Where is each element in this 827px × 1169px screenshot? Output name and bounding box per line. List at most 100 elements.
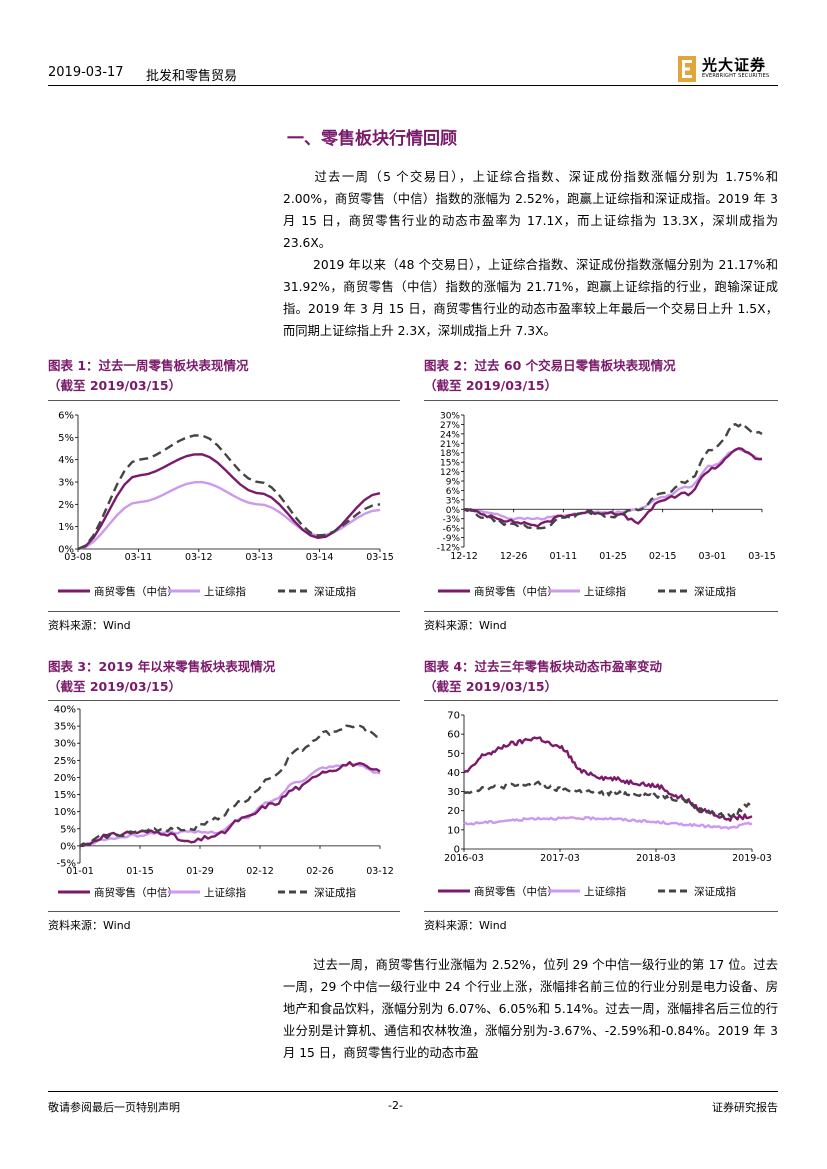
chart-y-tick-label: 0% [58,545,74,556]
chart-y-tick-label: 5% [60,824,76,835]
chart-legend-label: 商贸零售（中信） [474,885,558,898]
paragraph-weekly: 过去一周（5 个交易日），上证综合指数、深证成份指数涨幅分别为 1.75%和 2… [283,166,778,254]
chart-y-tick-label: 0% [446,506,461,516]
chart-legend-label: 商贸零售（中信） [474,585,558,598]
chart1-source: 资料来源：Wind [48,619,131,632]
chart-y-tick-label: -9% [442,534,460,544]
company-logo: 光大证券 EVERBRIGHT SECURITIES [678,54,778,84]
chart-y-tick-label: 30 [447,787,460,798]
chart-y-tick-label: 30% [440,412,460,422]
chart-legend-label: 上证综指 [204,585,246,598]
chart-y-tick-label: 4% [58,455,74,466]
chart3-title-block: 图表 3：2019 年以来零售板块表现情况 （截至 2019/03/15） [48,657,275,697]
chart2-svg: -12%-9%-6%-3%0%3%6%9%12%15%18%21%24%27%3… [437,412,776,599]
chart-x-tick-label: 12-12 [450,551,478,562]
chart-series-line [77,480,381,551]
chart-y-tick-label: 25% [54,756,76,767]
chart3-svg: -5% 0% 5% 10% 15% 20% 25% 30% 35% 40% 01-01 01-15 01… [54,705,394,900]
chart-y-tick-label: 9% [446,478,461,488]
chart-series-line [463,780,753,819]
chart-y-tick-label: 30% [54,739,76,750]
chart-y-tick-label: 40% [54,705,76,716]
chart-y-tick-label: 10% [54,807,76,818]
chart-legend-label: 商贸零售（中信） [94,886,178,899]
page-number: -2- [388,1099,403,1112]
chart-x-tick-label: 01-11 [550,551,578,562]
chart-series-line [79,724,381,847]
chart4-title-block: 图表 4：过去三年零售板块动态市盈率变动 （截至 2019/03/15） [424,657,662,697]
chart-y-tick-label: 3% [58,478,74,489]
chart-y-tick-label: 60 [447,730,460,741]
chart-y-tick-label: 2% [58,500,74,511]
chart-x-tick-label: 03-11 [125,552,153,563]
chart-series-line [77,434,381,551]
report-date: 2019-03-17 [48,65,124,80]
chart3-subtitle: （截至 2019/03/15） [48,679,182,694]
chart-y-tick-label: 15% [54,790,76,801]
chart-x-tick-label: 03-12 [366,866,394,877]
chart-x-tick-label: 03-13 [245,552,273,563]
chart-y-tick-label: 0% [60,841,76,852]
chart-legend-label: 深证成指 [314,585,356,598]
chart-y-tick-label: 6% [58,411,74,422]
chart-y-tick-label: 15% [440,459,460,469]
chart-x-tick-label: 03-15 [748,551,776,562]
paragraph-industry: 过去一周，商贸零售行业涨幅为 2.52%，位列 29 个中信一级行业的第 17 … [283,954,778,1064]
paragraph-weekly-text: 过去一周（5 个交易日），上证综合指数、深证成份指数涨幅分别为 1.75%和 2… [283,170,778,250]
chart-x-tick-label: 2017-03 [540,853,580,864]
chart3-source: 资料来源：Wind [48,919,131,932]
page-footer: 敬请参阅最后一页特别声明 -2- 证券研究报告 [48,1091,778,1121]
chart-x-tick-label: 02-26 [306,866,334,877]
chart-x-tick-label: 02-15 [649,551,677,562]
chart4-title: 图表 4：过去三年零售板块动态市盈率变动 [424,659,663,674]
chart-y-tick-label: -3% [442,515,460,525]
chart2-title-block: 图表 2：过去 60 个交易日零售板块表现情况 （截至 2019/03/15） [424,356,676,396]
chart-x-tick-label: 01-25 [599,551,627,562]
chart-y-tick-label: 1% [58,522,74,533]
chart2-box: -12% -9% -6% -3% 0% 3% 6% 9% 12% 15% 18% 21% 24% 27% 3… [424,400,778,612]
chart4-box: 0 10 20 30 40 50 60 70 2016-03 2017-03 2018-03 2019… [424,700,778,912]
chart-y-tick-label: 20% [54,773,76,784]
chart-x-tick-label: 01-01 [66,866,94,877]
chart-series-line [463,816,753,830]
chart-y-tick-label: 18% [440,449,460,459]
footer-disclaimer: 敬请参阅最后一页特别声明 [48,1101,180,1114]
chart-x-tick-label: 03-14 [306,552,334,563]
chart-x-tick-label: 12-26 [500,551,528,562]
chart-y-tick-label: 24% [440,430,460,440]
chart-series-line [79,760,381,848]
chart-series-line [79,762,381,848]
chart-x-tick-label: 01-15 [126,866,154,877]
chart-x-tick-label: 2018-03 [636,853,676,864]
chart1-title: 图表 1：过去一周零售板块表现情况 [48,358,249,373]
report-sector: 批发和零售贸易 [146,69,238,84]
chart-legend-label: 上证综指 [584,585,626,598]
chart4-subtitle: （截至 2019/03/15） [424,679,558,694]
chart-x-tick-label: 02-12 [246,866,274,877]
chart2-source: 资料来源：Wind [424,619,507,632]
chart-x-tick-label: 01-29 [186,866,214,877]
chart1-svg: 0% 1% 2% 3% 4% 5% 6% 03-08 03-11 03-12 03-13 03-14 0… [58,411,394,598]
chart-y-tick-label: 3% [446,496,461,506]
chart1-box: 0% 1% 2% 3% 4% 5% 6% 03-08 03-11 03-12 03-13 03-14 0… [48,400,400,612]
chart-x-tick-label: 03-15 [366,552,394,563]
chart-legend-label: 上证综指 [584,885,626,898]
chart-y-tick-label: 40 [447,768,460,779]
chart1-title-block: 图表 1：过去一周零售板块表现情况 （截至 2019/03/15） [48,356,249,396]
chart-y-tick-label: -12% [437,544,461,554]
chart3-box: -5% 0% 5% 10% 15% 20% 25% 30% 35% 40% 01-01 01-15 01… [48,700,400,912]
chart-x-tick-label: 2016-03 [444,853,484,864]
chart-series-line [77,453,381,551]
paragraph-ytd: 2019 年以来（48 个交易日），上证综合指数、深证成份指数涨幅分别为 21.… [283,254,778,342]
chart-series-line [463,736,753,822]
chart2-title: 图表 2：过去 60 个交易日零售板块表现情况 [424,358,676,373]
chart-x-tick-label: 03-08 [64,552,92,563]
chart-y-tick-label: 10 [447,825,460,836]
chart-legend-label: 上证综指 [204,886,246,899]
paragraph-industry-text: 过去一周，商贸零售行业涨幅为 2.52%，位列 29 个中信一级行业的第 17 … [283,958,778,1060]
chart-y-tick-label: 35% [54,722,76,733]
chart-x-tick-label: 2019-03 [732,853,772,864]
chart3-title: 图表 3：2019 年以来零售板块表现情况 [48,659,276,674]
chart2-subtitle: （截至 2019/03/15） [424,378,558,393]
chart-series-line [463,422,763,530]
